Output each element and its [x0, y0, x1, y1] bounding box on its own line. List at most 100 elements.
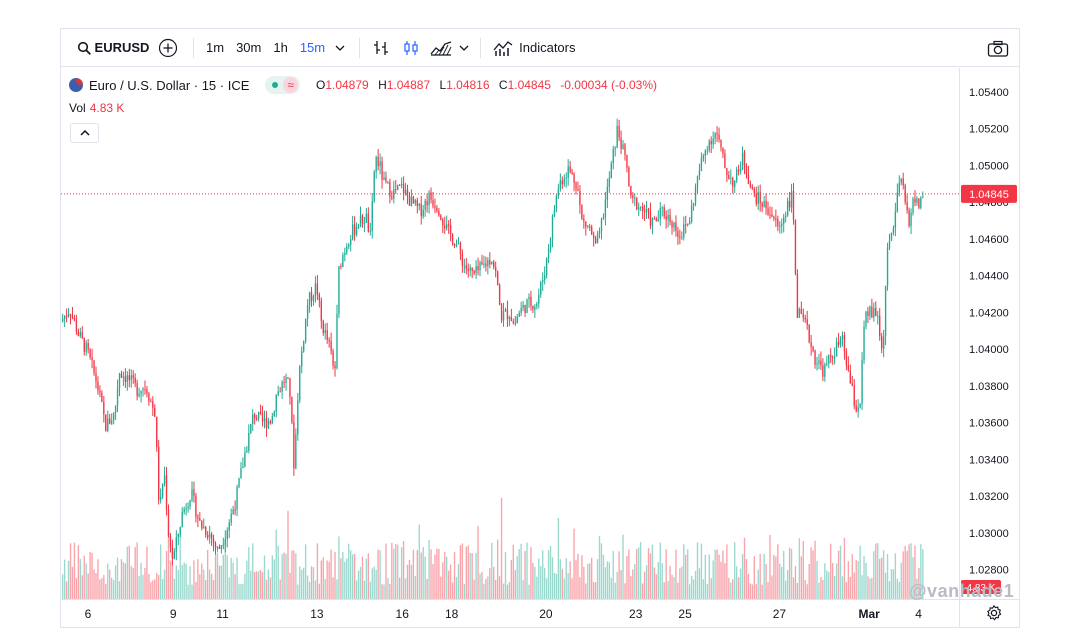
candle-body	[408, 195, 411, 206]
candle-body	[628, 167, 630, 187]
candle-body	[308, 292, 311, 306]
volume-bar	[704, 554, 707, 599]
volume-bar	[453, 551, 456, 599]
candle-body	[892, 228, 895, 233]
volume-bar	[475, 552, 477, 599]
close-key: C	[498, 78, 508, 92]
volume-bar	[720, 561, 722, 599]
candle-body	[665, 216, 667, 220]
candle-body	[467, 269, 469, 271]
volume-bar	[602, 554, 605, 599]
volume-bar	[397, 544, 399, 599]
volume-bar	[116, 557, 119, 599]
volume-bar	[489, 568, 491, 599]
volume-bar	[373, 566, 375, 599]
chart-style-dropdown[interactable]	[456, 34, 472, 62]
candle-body	[886, 247, 889, 286]
volume-bar	[414, 575, 417, 599]
candle-body	[254, 414, 256, 419]
volume-bar	[428, 540, 430, 599]
y-tick-label: 1.04000	[969, 344, 1009, 356]
timeframe-1h[interactable]: 1h	[273, 40, 288, 55]
open-value: 1.04879	[325, 78, 369, 92]
y-tick-label: 1.05000	[969, 160, 1009, 172]
candle-body	[873, 307, 875, 318]
area-style-button[interactable]	[426, 34, 456, 62]
collapse-legend-button[interactable]	[70, 123, 99, 143]
volume-bar	[634, 564, 636, 599]
timeframe-15m[interactable]: 15m	[299, 40, 326, 55]
volume-bar	[130, 565, 132, 599]
x-tick-label: 9	[170, 607, 177, 621]
snapshot-button[interactable]	[987, 35, 1009, 63]
volume-bar	[265, 579, 268, 599]
volume-bar	[661, 563, 663, 599]
compare-symbol-button[interactable]	[153, 34, 183, 62]
volume-bar	[759, 554, 761, 599]
candle-body	[696, 176, 699, 188]
indicators-button[interactable]: Indicators	[487, 34, 581, 62]
volume-bar	[788, 547, 791, 599]
volume-bar	[843, 537, 846, 599]
candle-body	[255, 418, 258, 420]
volume-bar	[545, 578, 548, 599]
candle-body	[843, 335, 846, 352]
candles-style-button[interactable]	[396, 34, 426, 62]
candle-body	[85, 343, 87, 352]
volume-bar	[898, 581, 900, 599]
volume-bar	[306, 575, 309, 599]
bars-style-button[interactable]	[366, 34, 396, 62]
price-chart[interactable]: 1.054001.052001.050001.048001.046001.044…	[61, 68, 1019, 628]
candle-body	[436, 207, 438, 212]
timeframe-dropdown[interactable]	[331, 34, 349, 62]
chart-settings-button[interactable]	[985, 604, 1003, 627]
volume-bar	[649, 553, 652, 599]
timeframe-30m[interactable]: 30m	[236, 40, 262, 55]
volume-bar	[410, 564, 413, 599]
volume-bar	[853, 572, 855, 599]
volume-bar	[675, 549, 677, 599]
volume-bar	[818, 582, 820, 599]
timeframe-1m[interactable]: 1m	[206, 40, 225, 55]
candle-body	[730, 178, 732, 180]
candles	[62, 118, 924, 566]
candle-body	[536, 303, 538, 307]
symbol-search-button[interactable]: EURUSD	[61, 34, 153, 62]
market-status-badge[interactable]: ≈	[265, 76, 300, 94]
volume-bar	[559, 559, 562, 599]
volume-bar	[779, 563, 781, 599]
volume-bar	[557, 518, 560, 599]
candle-body	[261, 413, 264, 422]
candle-body	[677, 231, 679, 237]
volume-bar	[107, 563, 109, 599]
candle-body	[877, 315, 879, 317]
candle-body	[494, 267, 497, 272]
candle-body	[281, 381, 283, 392]
volume-bar	[553, 572, 556, 599]
volume-bar	[714, 549, 716, 599]
volume-bar	[348, 543, 350, 599]
volume-bar	[824, 563, 826, 599]
x-tick-label: 13	[310, 607, 324, 621]
candle-body	[837, 342, 840, 345]
volume-bars	[62, 497, 924, 599]
volume-bar	[587, 563, 589, 599]
volume-bar	[75, 578, 78, 599]
candle-body	[193, 489, 195, 496]
candle-body	[485, 263, 487, 267]
volume-bar	[426, 578, 428, 599]
volume-bar	[773, 554, 775, 599]
volume-bar	[398, 577, 401, 599]
volume-bar	[301, 569, 303, 599]
candle-body	[430, 192, 432, 201]
volume-bar	[263, 555, 266, 599]
symbol-title: Euro / U.S. Dollar · 15 · ICE	[89, 77, 250, 93]
candle-body	[118, 373, 121, 389]
volume-bar	[847, 561, 850, 599]
volume-bar	[95, 573, 97, 599]
candle-body	[447, 224, 450, 226]
volume-bar	[502, 583, 505, 599]
volume-bar	[771, 575, 773, 599]
candle-body	[786, 200, 789, 216]
candle-body	[618, 125, 620, 138]
